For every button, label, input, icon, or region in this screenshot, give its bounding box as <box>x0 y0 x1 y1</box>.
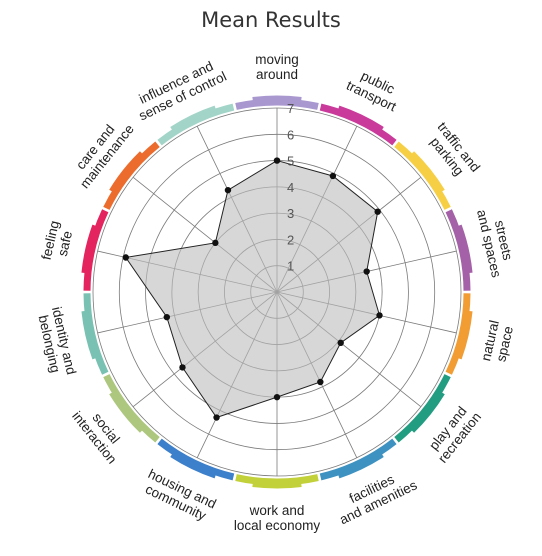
category-label-line: work and <box>249 503 305 518</box>
category-band-notch-6 <box>337 451 384 479</box>
category-band-7 <box>235 474 319 486</box>
tick-label-5: 5 <box>287 154 294 169</box>
category-band-notch-0 <box>252 95 302 104</box>
data-polygon <box>124 160 381 419</box>
category-label-line: moving <box>255 52 299 67</box>
data-point-5 <box>337 339 344 347</box>
category-band-8 <box>157 438 235 481</box>
data-point-11 <box>122 254 129 261</box>
category-band-notch-3 <box>454 224 473 274</box>
category-band-notch-7 <box>252 480 302 489</box>
category-band-notch-11 <box>81 224 100 274</box>
data-point-7 <box>273 393 281 401</box>
data-point-2 <box>374 208 381 215</box>
data-point-9 <box>179 364 186 371</box>
tick-label-7: 7 <box>287 101 294 116</box>
chart-title: Mean Results <box>201 8 341 32</box>
category-band-notch-13 <box>170 105 217 133</box>
data-point-10 <box>163 313 171 321</box>
tick-label-2: 2 <box>287 232 294 247</box>
category-band-notch-1 <box>337 105 384 133</box>
data-point-1 <box>329 172 337 180</box>
tick-label-1: 1 <box>287 259 294 274</box>
category-band-1 <box>319 103 397 146</box>
category-band-notch-9 <box>109 390 145 433</box>
category-band-notch-10 <box>81 310 100 360</box>
category-band-notch-2 <box>409 151 445 194</box>
tick-label-6: 6 <box>287 127 294 142</box>
category-band-0 <box>235 98 319 110</box>
tick-label-4: 4 <box>287 180 294 195</box>
category-band-notch-12 <box>109 151 145 194</box>
data-point-6 <box>317 378 324 386</box>
category-band-notch-8 <box>170 451 217 479</box>
data-point-0 <box>273 157 281 164</box>
data-point-13 <box>224 186 232 194</box>
category-band-notch-5 <box>409 390 445 433</box>
category-band-notch-4 <box>454 310 473 360</box>
tick-label-3: 3 <box>287 206 294 221</box>
data-point-3 <box>363 268 370 275</box>
category-band-13 <box>157 103 235 146</box>
data-point-12 <box>212 239 219 247</box>
category-label-line: local economy <box>234 518 321 533</box>
data-point-8 <box>213 414 220 421</box>
category-label-line: around <box>256 67 298 82</box>
data-point-4 <box>376 312 383 319</box>
category-label-line: safe <box>55 229 75 257</box>
category-band-6 <box>319 438 397 481</box>
